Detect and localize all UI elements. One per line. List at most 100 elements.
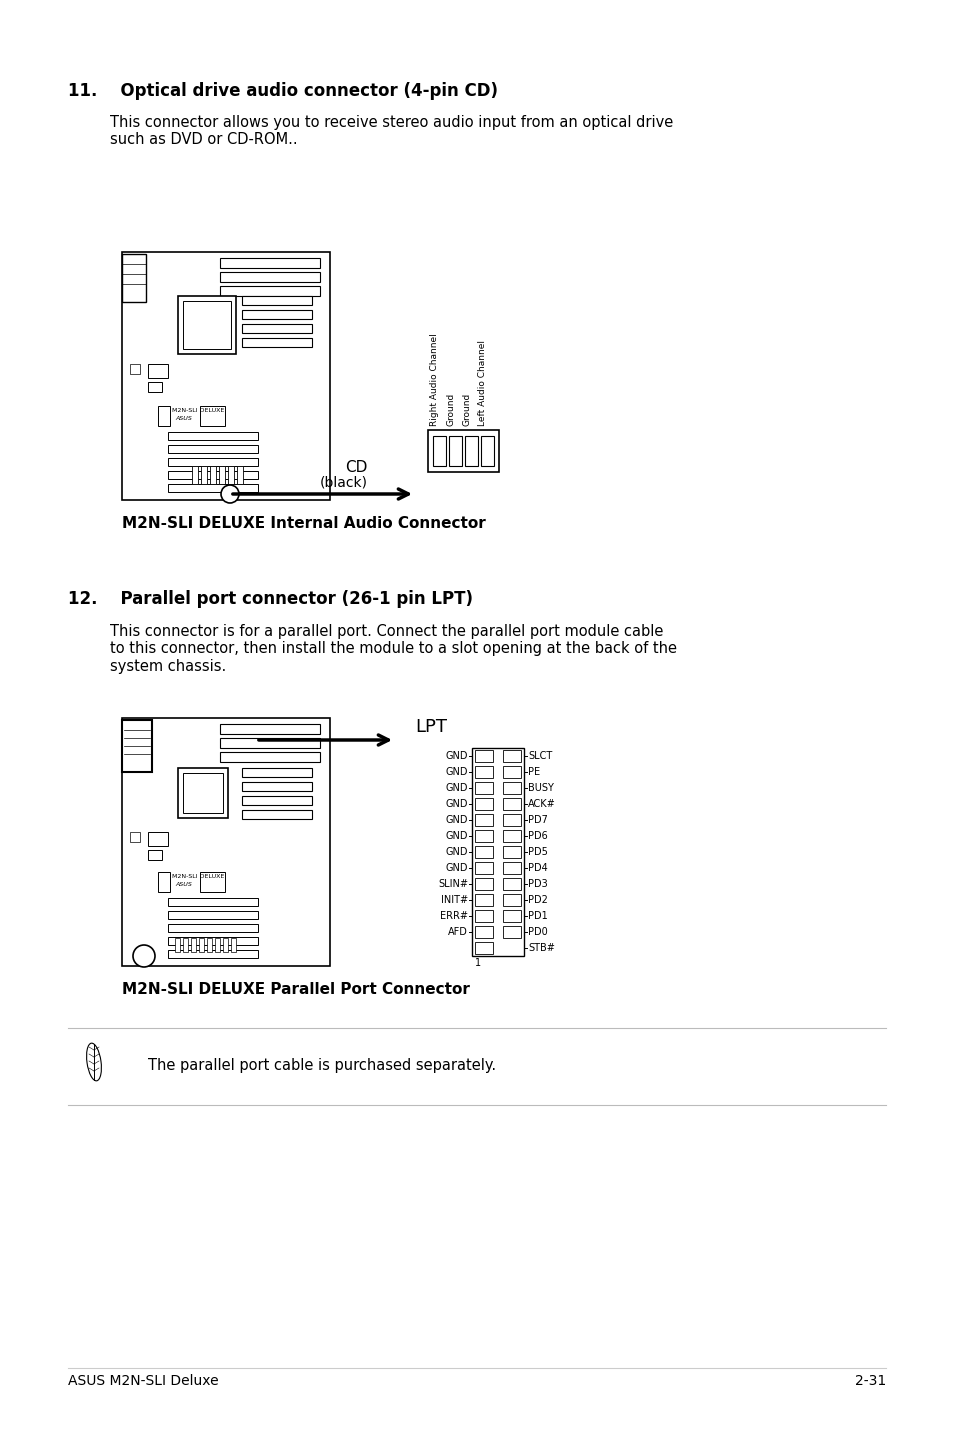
Bar (428, 430, 498, 472)
Text: PD1: PD1 (527, 912, 547, 920)
Text: INIT#: INIT# (440, 894, 468, 905)
Text: BUSY: BUSY (527, 784, 554, 792)
Text: PD2: PD2 (527, 894, 547, 905)
Bar (502, 926, 520, 938)
Bar (174, 938, 180, 952)
Bar (502, 846, 520, 858)
Text: 12.    Parallel port connector (26-1 pin LPT): 12. Parallel port connector (26-1 pin LP… (68, 590, 473, 608)
Bar (236, 466, 243, 485)
Bar (122, 252, 330, 500)
Bar (475, 766, 493, 778)
Bar (183, 938, 188, 952)
Bar (183, 774, 223, 812)
Bar (130, 833, 140, 843)
Bar (502, 894, 520, 906)
Bar (148, 383, 162, 393)
Text: GND: GND (445, 800, 468, 810)
Bar (168, 472, 257, 479)
Text: PD6: PD6 (527, 831, 547, 841)
Text: PD4: PD4 (527, 863, 547, 873)
Bar (220, 257, 319, 267)
Bar (158, 406, 170, 426)
Bar (242, 782, 312, 791)
Bar (200, 871, 225, 892)
Bar (158, 871, 170, 892)
Bar (472, 748, 523, 956)
Bar (207, 938, 212, 952)
Bar (148, 364, 168, 378)
Bar (502, 766, 520, 778)
Text: (black): (black) (319, 476, 368, 490)
Bar (148, 850, 162, 860)
Text: M2N-SLI DELUXE: M2N-SLI DELUXE (172, 408, 224, 413)
Bar (242, 311, 312, 319)
Text: STB#: STB# (527, 943, 555, 953)
Text: ASUS M2N-SLI Deluxe: ASUS M2N-SLI Deluxe (68, 1373, 218, 1388)
Bar (242, 338, 312, 347)
Text: SLIN#: SLIN# (437, 879, 468, 889)
Text: This connector allows you to receive stereo audio input from an optical drive
su: This connector allows you to receive ste… (110, 115, 673, 148)
Bar (220, 286, 319, 296)
Bar (168, 951, 257, 958)
Text: M2N-SLI DELUXE Internal Audio Connector: M2N-SLI DELUXE Internal Audio Connector (122, 516, 485, 531)
Text: 2-31: 2-31 (854, 1373, 885, 1388)
Bar (220, 723, 319, 733)
Bar (168, 457, 257, 466)
Bar (223, 938, 228, 952)
Bar (475, 798, 493, 810)
Text: GND: GND (445, 784, 468, 792)
Bar (475, 942, 493, 953)
Bar (168, 444, 257, 453)
Bar (168, 912, 257, 919)
Bar (480, 436, 494, 466)
Bar (168, 431, 257, 440)
Bar (449, 436, 461, 466)
Text: 11.    Optical drive audio connector (4-pin CD): 11. Optical drive audio connector (4-pin… (68, 82, 497, 101)
Bar (130, 364, 140, 374)
Text: M2N-SLI DELUXE: M2N-SLI DELUXE (172, 874, 224, 879)
Text: ERR#: ERR# (439, 912, 468, 920)
Text: LPT: LPT (415, 718, 447, 736)
Text: Ground: Ground (462, 393, 471, 426)
Text: PD5: PD5 (527, 847, 547, 857)
Bar (475, 846, 493, 858)
Text: The parallel port cable is purchased separately.: The parallel port cable is purchased sep… (148, 1058, 496, 1073)
Bar (502, 751, 520, 762)
Bar (168, 925, 257, 932)
Bar (231, 938, 235, 952)
Bar (242, 797, 312, 805)
Bar (502, 910, 520, 922)
Bar (168, 897, 257, 906)
Bar (220, 752, 319, 762)
Bar (475, 926, 493, 938)
Bar (475, 751, 493, 762)
Text: Ground: Ground (446, 393, 455, 426)
Text: M2N-SLI DELUXE Parallel Port Connector: M2N-SLI DELUXE Parallel Port Connector (122, 982, 470, 997)
Text: GND: GND (445, 766, 468, 777)
Text: Right Audio Channel: Right Audio Channel (430, 334, 439, 426)
Ellipse shape (87, 1043, 101, 1081)
Bar (122, 720, 152, 772)
Bar (242, 768, 312, 777)
Bar (183, 301, 231, 349)
Text: GND: GND (445, 847, 468, 857)
Bar (475, 894, 493, 906)
Bar (242, 324, 312, 334)
Bar (178, 768, 228, 818)
Text: PD0: PD0 (527, 928, 547, 938)
Text: Left Audio Channel: Left Audio Channel (478, 339, 487, 426)
Text: ASUS: ASUS (174, 881, 192, 887)
Bar (214, 938, 220, 952)
Bar (242, 296, 312, 305)
Bar (502, 879, 520, 890)
Bar (502, 861, 520, 874)
Bar (502, 798, 520, 810)
Circle shape (221, 485, 239, 503)
Text: ACK#: ACK# (527, 800, 556, 810)
Text: GND: GND (445, 831, 468, 841)
Bar (122, 255, 146, 302)
Text: PD3: PD3 (527, 879, 547, 889)
Bar (475, 861, 493, 874)
Bar (502, 782, 520, 794)
Text: SLCT: SLCT (527, 751, 552, 761)
